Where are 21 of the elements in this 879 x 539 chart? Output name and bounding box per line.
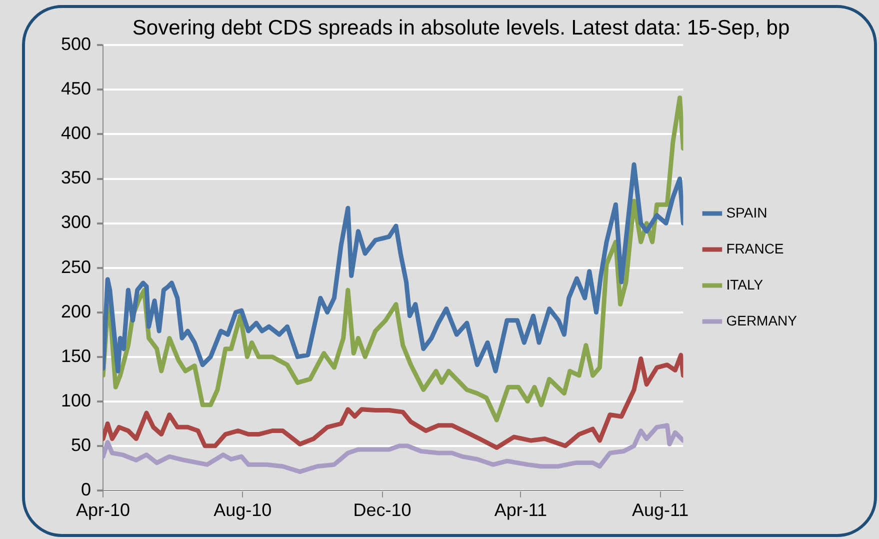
y-tick-label: 400 [60, 123, 92, 144]
y-tick-label: 100 [60, 390, 92, 410]
y-tick-label: 50 [71, 434, 92, 455]
x-tick-label: Dec-10 [353, 500, 412, 520]
legend-label: GERMANY [726, 312, 798, 328]
x-tick-label: Aug-10 [214, 500, 272, 520]
y-tick-label: 500 [60, 34, 92, 54]
chart-title: Sovering debt CDS spreads in absolute levels. Latest data: 15-Sep, bp [132, 16, 790, 40]
y-tick-label: 450 [60, 78, 92, 99]
y-tick-label: 0 [81, 479, 92, 500]
y-tick-label: 250 [60, 256, 92, 277]
x-tick-label: Apr-10 [76, 500, 130, 520]
y-tick-label: 150 [60, 346, 92, 366]
x-tick-label: Aug-11 [632, 500, 689, 520]
y-tick-label: 350 [60, 168, 92, 188]
legend-label: SPAIN [726, 204, 768, 220]
legend-label: ITALY [726, 276, 764, 292]
y-tick-label: 200 [60, 301, 92, 322]
legend-label: FRANCE [726, 240, 784, 256]
x-tick-label: Apr-11 [494, 500, 548, 520]
y-tick-label: 300 [60, 212, 92, 232]
